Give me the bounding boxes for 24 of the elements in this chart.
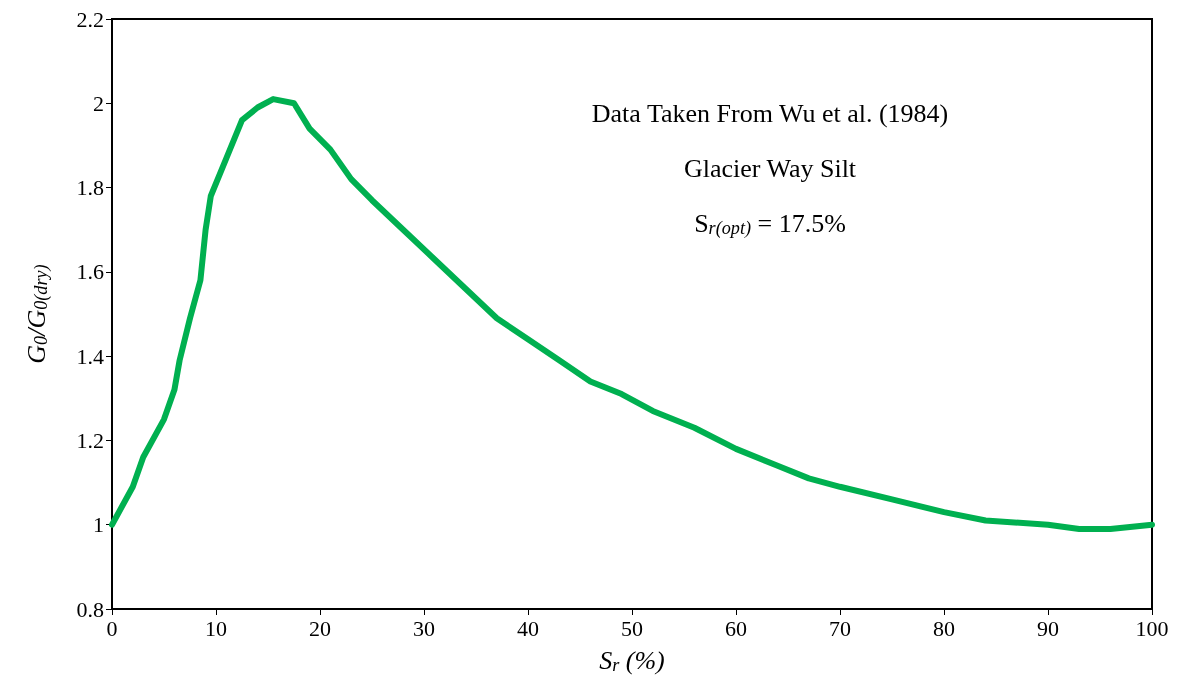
annotation: Glacier Way Silt <box>683 153 857 183</box>
x-tick-label: 60 <box>725 615 747 641</box>
x-tick-label: 10 <box>205 615 227 641</box>
y-tick-label: 1.4 <box>76 343 104 369</box>
x-tick-label: 70 <box>829 615 851 641</box>
y-tick-label: 1.8 <box>76 175 104 201</box>
x-tick-label: 40 <box>517 615 539 641</box>
x-tick-label: 90 <box>1037 615 1059 641</box>
y-tick-label: 2.2 <box>76 6 104 32</box>
y-tick-label: 1.2 <box>76 427 104 453</box>
y-axis-title: G0/G0(dry) <box>21 264 52 364</box>
x-tick-label: 80 <box>933 615 955 641</box>
x-axis-title: Sr (%) <box>599 646 665 676</box>
y-tick-label: 1.6 <box>76 259 104 285</box>
annotation: Sr(opt) = 17.5% <box>694 209 846 240</box>
x-tick-label: 30 <box>413 615 435 641</box>
x-tick-label: 20 <box>309 615 331 641</box>
x-tick-label: 0 <box>106 615 118 641</box>
y-tick-label: 1 <box>93 512 104 538</box>
x-tick-label: 100 <box>1135 615 1169 641</box>
annotation: Data Taken From Wu et al. (1984) <box>591 98 949 128</box>
y-tick-label: 2 <box>93 90 104 116</box>
x-tick-label: 50 <box>621 615 643 641</box>
y-tick-label: 0.8 <box>76 596 104 622</box>
